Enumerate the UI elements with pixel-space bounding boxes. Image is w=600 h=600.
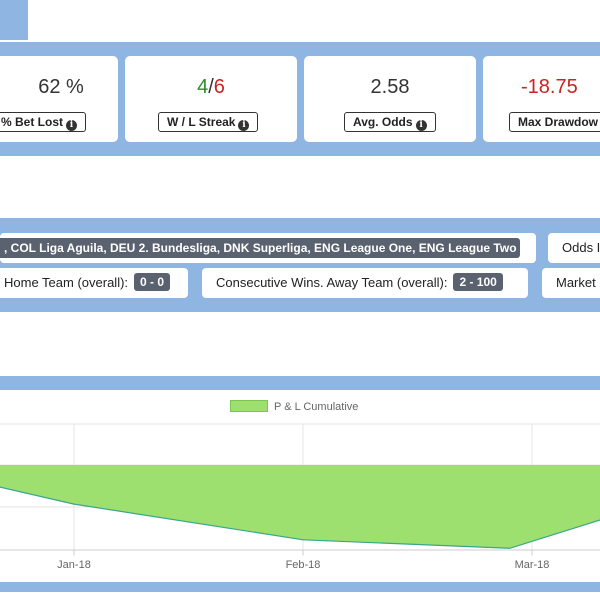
home-team-filter-value: 0 - 0 xyxy=(134,273,171,291)
pl-chart-area: Jan-18 Feb-18 Mar-18 P & L Cumulative xyxy=(0,390,600,582)
max-drawdown-label[interactable]: Max Drawdow xyxy=(509,112,600,132)
away-team-filter-label: Consecutive Wins. Away Team (overall): xyxy=(216,275,448,290)
legend-label: P & L Cumulative xyxy=(274,401,359,413)
info-icon[interactable]: i xyxy=(66,120,78,131)
chart-x-axis: Jan-18 Feb-18 Mar-18 xyxy=(0,549,600,571)
bet-lost-value: 62 % xyxy=(38,76,84,98)
market-filter[interactable]: Market xyxy=(542,268,600,298)
home-team-filter-label: Home Team (overall): xyxy=(4,275,129,290)
bet-lost-label[interactable]: % Bet Lost i xyxy=(0,112,87,132)
streak-label[interactable]: W / L Streak i xyxy=(158,112,259,132)
stats-panel: 62 % % Bet Lost i 4/6 W / L Streak i 2.58 … xyxy=(0,42,600,156)
stat-card-streak: 4/6 W / L Streak i xyxy=(125,56,297,142)
filters-panel: , COL Liga Aguila, DEU 2. Bundesliga, DN… xyxy=(0,218,600,312)
chart-panel-header xyxy=(0,376,600,390)
max-drawdown-label-text: Max Drawdow xyxy=(518,115,599,129)
avg-odds-value: 2.58 xyxy=(370,76,410,98)
odds-filter-label: Odds I xyxy=(562,240,600,255)
bet-lost-label-text: % Bet Lost xyxy=(1,115,64,129)
info-icon[interactable]: i xyxy=(238,120,250,131)
top-corner-tab xyxy=(0,0,28,40)
stat-card-avg-odds: 2.58 Avg. Odds i xyxy=(304,56,476,142)
chart-panel-footer xyxy=(0,582,600,592)
x-tick-label: Feb-18 xyxy=(286,559,321,571)
home-team-filter[interactable]: Home Team (overall): 0 - 0 xyxy=(0,268,188,298)
info-icon[interactable]: i xyxy=(415,120,427,131)
leagues-filter[interactable]: , COL Liga Aguila, DEU 2. Bundesliga, DN… xyxy=(0,233,536,263)
legend-swatch xyxy=(230,400,268,412)
pl-series-line xyxy=(0,486,600,549)
avg-odds-label-text: Avg. Odds xyxy=(353,115,413,129)
pl-area-fill xyxy=(0,465,600,549)
away-team-filter[interactable]: Consecutive Wins. Away Team (overall): 2 … xyxy=(202,268,528,298)
streak-value: 4/6 xyxy=(125,76,297,99)
stat-card-bet-lost: 62 % % Bet Lost i xyxy=(0,56,118,142)
streak-win: 4 xyxy=(197,76,209,98)
x-tick-label: Mar-18 xyxy=(515,559,550,571)
streak-label-text: W / L Streak xyxy=(167,115,236,129)
leagues-tag: , COL Liga Aguila, DEU 2. Bundesliga, DN… xyxy=(0,238,520,258)
chart-series-layer xyxy=(0,465,600,549)
avg-odds-label[interactable]: Avg. Odds i xyxy=(344,112,436,132)
away-team-filter-value: 2 - 100 xyxy=(453,273,503,291)
pl-cumulative-chart: Jan-18 Feb-18 Mar-18 xyxy=(0,423,600,571)
market-filter-label: Market xyxy=(556,275,596,290)
streak-loss: 6 xyxy=(213,76,225,98)
stat-card-max-drawdown: -18.75 Max Drawdow xyxy=(483,56,600,142)
chart-legend[interactable]: P & L Cumulative xyxy=(230,400,358,414)
x-tick-label: Jan-18 xyxy=(57,559,91,571)
max-drawdown-value: -18.75 xyxy=(521,76,578,98)
streak-separator: / xyxy=(208,76,214,98)
odds-filter[interactable]: Odds I xyxy=(548,233,600,263)
